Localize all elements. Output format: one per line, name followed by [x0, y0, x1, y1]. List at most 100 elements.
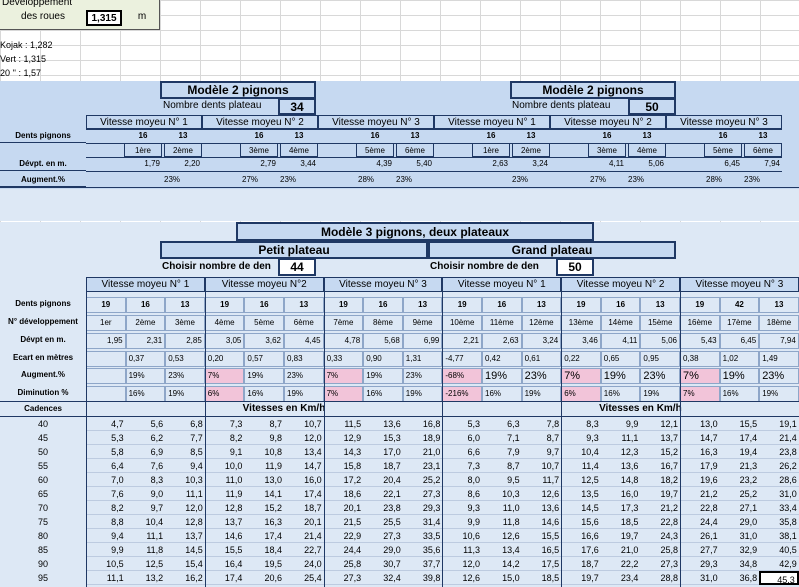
- big-plate-value[interactable]: 50: [556, 258, 594, 276]
- speed-cell: 16,3: [680, 445, 720, 459]
- speed-cell: 11,9: [244, 459, 284, 473]
- model3-teeth-10: 19: [442, 297, 482, 313]
- model3-title: Modèle 3 pignons, deux plateaux: [236, 222, 594, 241]
- speed-cell: 20,4: [363, 473, 403, 487]
- speed-cell: 6,3: [482, 417, 522, 431]
- speed-cell: 31,0: [680, 571, 720, 585]
- speed-cell: 5,6: [125, 417, 166, 431]
- model2-left-gear-6: 6ème: [396, 143, 434, 157]
- model2-right-rule: [434, 143, 782, 144]
- model3-speed-header-1: Vitesse moyeu N° 1: [86, 277, 205, 292]
- model3-group-divider: [442, 277, 444, 587]
- model2-right-devpt-1: 2,63: [492, 159, 508, 168]
- speed-cell: 11,1: [600, 431, 641, 445]
- speed-cell: 6,4: [86, 459, 126, 473]
- speed-cell: 24,4: [680, 515, 720, 529]
- model3-augment-5: 19%: [244, 368, 284, 384]
- model2-right-speed-header-1: Vitesse moyeu N° 1: [434, 115, 550, 129]
- speed-cell: 8,3: [125, 473, 166, 487]
- model3-devpt-2: 2,31: [125, 333, 166, 349]
- speed-cell: 9,4: [86, 529, 126, 543]
- speed-cell: 22,7: [284, 543, 324, 557]
- model3-gears-16: 16ème: [680, 315, 720, 331]
- model2-left-teeth-4: 13: [294, 131, 304, 140]
- model3-ecart-7: 0,33: [323, 351, 364, 367]
- speed-cell: 45,3: [759, 571, 799, 585]
- speed-cell: 12,6: [521, 487, 562, 501]
- model2-right-plate-label: Nombre dents plateau: [512, 100, 611, 111]
- speed-cell: 18,9: [402, 431, 443, 445]
- model3-augment-4: 7%: [204, 368, 245, 384]
- model2-right-devpt-5: 6,45: [724, 159, 740, 168]
- speed-cell: 12,6: [482, 529, 522, 543]
- speed-cell: 14,3: [323, 445, 364, 459]
- model2-right-plate-value[interactable]: 50: [628, 98, 676, 115]
- model3-devpt-5: 3,62: [244, 333, 284, 349]
- model3-teeth-18: 13: [759, 297, 799, 313]
- development-value-cell[interactable]: 1,315: [86, 10, 122, 26]
- speed-cell: 10,7: [284, 417, 324, 431]
- speed-cell: 10,7: [521, 459, 562, 473]
- model2-right-augment-3: 23%: [628, 175, 645, 184]
- speed-cell: 14,6: [521, 515, 562, 529]
- model3-ecart-18: 1,49: [759, 351, 799, 367]
- model2-right-gear-1: 1ère: [472, 143, 510, 157]
- model3-gears-12: 12ème: [521, 315, 562, 331]
- speed-cell: 25,5: [363, 515, 403, 529]
- model3-augment-17: 19%: [719, 368, 760, 384]
- small-plate-value[interactable]: 44: [278, 258, 316, 276]
- speed-cell: 9,9: [442, 515, 482, 529]
- speed-cell: 20,1: [284, 515, 324, 529]
- speed-cell: 11,1: [86, 571, 126, 585]
- cadence-value: 40: [37, 419, 48, 429]
- model2-left-gear-1: 1ère: [124, 143, 162, 157]
- model2-right-rule: [434, 171, 782, 172]
- speed-cell: 9,7: [125, 501, 166, 515]
- speed-cell: 20,1: [323, 501, 364, 515]
- speed-cell: 6,0: [442, 431, 482, 445]
- speed-cell: 17,2: [323, 473, 364, 487]
- model3-augment-9: 23%: [402, 368, 443, 384]
- speed-cell: 21,0: [600, 543, 641, 557]
- speed-cell: 11,4: [561, 459, 601, 473]
- model3-vitesses-label-left: Vitesses en Km/h: [242, 403, 326, 414]
- model3-gears-6: 6ème: [284, 315, 324, 331]
- speed-cell: 14,7: [284, 459, 324, 473]
- speed-cell: 15,5: [719, 417, 760, 431]
- speed-cell: 21,4: [759, 431, 799, 445]
- speed-cell: 13,4: [482, 543, 522, 557]
- model2-right-devpt-2: 3,24: [532, 159, 548, 168]
- model3-vitesses-rule: [0, 401, 799, 402]
- model2-left-devpt-6: 5,40: [416, 159, 432, 168]
- model2-left-title: Modèle 2 pignons: [160, 81, 316, 99]
- speed-cell: 33,4: [759, 501, 799, 515]
- model2-left-speed-header-2: Vitesse moyeu N° 2: [202, 115, 318, 129]
- model2-left-devpt-4: 3,44: [300, 159, 316, 168]
- model3-ecart-8: 0,90: [363, 351, 403, 367]
- speed-cell: 21,4: [284, 529, 324, 543]
- speed-cell: 14,1: [244, 487, 284, 501]
- model3-devpt-3: 2,85: [165, 333, 205, 349]
- speed-cell: 9,5: [482, 473, 522, 487]
- model3-vitesses-label-right: Vitesses en Km/h: [599, 403, 682, 414]
- model3-augment-8: 19%: [363, 368, 403, 384]
- speed-cell: 9,3: [442, 501, 482, 515]
- speed-cell: 16,2: [165, 571, 205, 585]
- model3-diminution-14: 16%: [600, 386, 641, 402]
- speed-cell: 31,0: [759, 487, 799, 501]
- speed-cell: 13,0: [244, 473, 284, 487]
- speed-cell: 15,4: [165, 557, 205, 571]
- model2-right-speed-header-2: Vitesse moyeu N° 2: [550, 115, 666, 129]
- speed-cell: 37,7: [402, 557, 443, 571]
- speed-cell: 39,8: [402, 571, 443, 585]
- speed-cell: 33,5: [402, 529, 443, 543]
- model2-left-plate-value[interactable]: 34: [278, 98, 316, 115]
- speed-cell: 36,8: [719, 571, 760, 585]
- speed-cell: 15,6: [561, 515, 601, 529]
- model3-devpt-11: 2,63: [482, 333, 522, 349]
- speed-cell: 8,6: [442, 487, 482, 501]
- speed-cell: 19,5: [244, 557, 284, 571]
- model3-diminution-6: 19%: [284, 386, 324, 402]
- model2-right-teeth-2: 13: [526, 131, 536, 140]
- model2-left-rule: [86, 143, 434, 144]
